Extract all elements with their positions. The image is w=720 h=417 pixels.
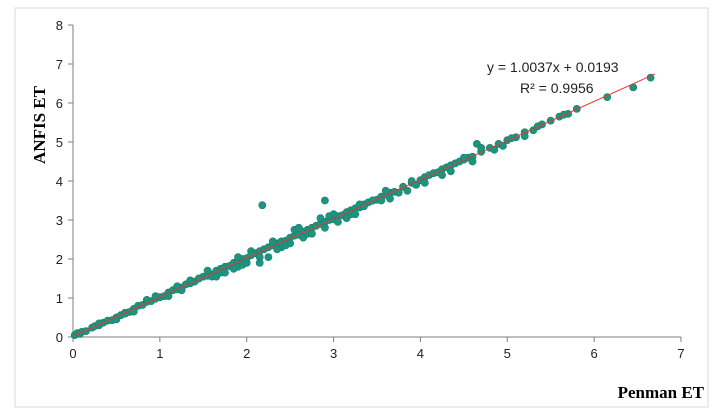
data-point [221,268,229,277]
data-point [342,214,351,222]
data-point [386,194,394,203]
trendline-layer [72,73,656,337]
data-point [403,186,412,195]
trendline [72,73,656,337]
y-tick-label: 7 [56,57,63,72]
data-point [320,223,329,232]
x-tick-label: 4 [417,346,424,361]
x-tick-label: 6 [591,346,598,361]
data-point [316,214,325,222]
data-point [320,196,329,205]
data-point [381,186,390,195]
data-point [286,239,294,248]
data-point [229,264,238,273]
y-tick-label: 0 [56,330,63,345]
y-tick-label: 1 [56,291,63,306]
data-point [268,237,277,246]
y-tick-label: 3 [56,213,63,228]
data-point [351,210,360,219]
data-point [258,201,267,210]
data-point [438,171,446,179]
x-tick-label: 5 [504,346,511,361]
data-point [468,157,477,166]
data-point [333,217,342,226]
x-tick-label: 1 [156,346,163,361]
data-point [142,295,151,304]
y-tick-label: 5 [56,135,63,150]
x-tick-label: 2 [243,346,250,361]
data-point [242,258,251,267]
y-tick-label: 8 [56,18,63,33]
axes: 0 1 2 3 4 5 6 7 0 1 2 3 4 5 6 7 8 [14,7,709,408]
x-tick-label: 0 [69,346,76,361]
y-tick-label: 2 [56,252,63,267]
x-tick-label: 7 [677,346,684,361]
data-point [329,210,338,219]
data-point [446,167,455,176]
data-point [307,229,316,238]
data-point [255,258,264,267]
data-point [264,253,273,261]
trendline-r2: R² = 0.9956 [520,80,594,96]
y-tick-label: 6 [56,96,63,111]
chart-border [14,7,709,408]
trendline-equation: y = 1.0037x + 0.0193 [487,59,619,75]
x-tick-label: 3 [330,346,337,361]
x-axis-title: Penman ET [618,383,705,402]
y-tick-label: 4 [56,174,63,189]
data-point [477,143,486,152]
data-point [420,178,429,187]
data-point [203,266,212,275]
data-point [294,223,303,232]
y-axis-title: ANFIS ET [30,85,49,164]
data-point [212,272,221,281]
data-point [234,253,242,261]
data-point [299,233,308,242]
data-point [273,245,281,254]
